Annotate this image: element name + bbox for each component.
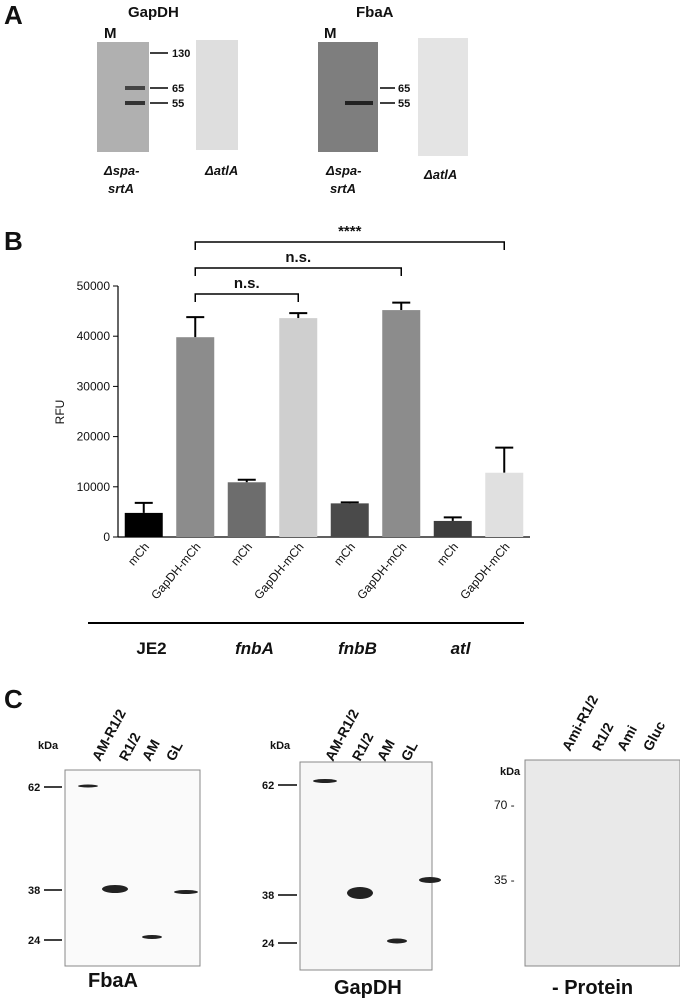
bands — [78, 779, 441, 944]
strain: Δspa- — [325, 163, 361, 178]
marker: 62 — [262, 780, 274, 792]
blot-image — [318, 42, 378, 152]
lane-label: R1/2 — [116, 730, 144, 764]
bar — [382, 310, 421, 537]
x-tick-label: GapDH-mCh — [148, 540, 203, 602]
blot-image — [418, 38, 468, 156]
marker: 35 - — [494, 873, 515, 887]
lane-label: Gluc — [640, 718, 669, 753]
bar — [124, 512, 163, 537]
marker: 24 — [262, 938, 275, 950]
blot-image — [64, 769, 201, 967]
x-tick-label: GapDH-mCh — [251, 540, 306, 602]
blot-name: GapDH — [334, 977, 402, 999]
blot-title: GapDH — [128, 4, 179, 21]
significance-label: n.s. — [234, 275, 260, 292]
lane-label: Ami — [614, 723, 641, 754]
bar — [433, 520, 472, 537]
strain: ΔatlA — [423, 167, 457, 182]
y-tick-label: 20000 — [77, 430, 111, 444]
unit: kDa — [500, 766, 521, 778]
significance-label: **** — [338, 223, 362, 240]
blot-image — [196, 40, 238, 150]
blot-image — [299, 761, 433, 971]
marker: 65 — [172, 83, 184, 95]
marker: 55 — [172, 98, 184, 110]
marker: 65 — [398, 83, 410, 95]
marker: 62 — [28, 782, 40, 794]
bar — [330, 503, 369, 537]
marker: 55 — [398, 98, 410, 110]
marker: 24 — [28, 935, 41, 947]
y-tick-label: 40000 — [77, 329, 111, 343]
lane-label: R1/2 — [349, 730, 377, 764]
bar — [485, 472, 524, 537]
marker: 130 — [172, 48, 190, 60]
bar — [279, 318, 318, 537]
lane-label: GL — [398, 738, 421, 763]
y-axis-label: RFU — [53, 400, 67, 425]
marker: 38 — [262, 890, 274, 902]
y-tick-label: 30000 — [77, 379, 111, 393]
blot-title: FbaA — [356, 4, 394, 21]
strain: Δspa- — [103, 163, 139, 178]
significance-label: n.s. — [285, 249, 311, 266]
y-tick-label: 0 — [103, 530, 110, 544]
significance-bracket — [194, 293, 299, 302]
marker-lane: M — [104, 25, 117, 42]
group-label: atl — [451, 639, 472, 658]
blot-name: - Protein — [552, 977, 633, 999]
x-tick-label: mCh — [331, 540, 358, 568]
bar — [227, 482, 266, 537]
marker-lane: M — [324, 25, 337, 42]
blot-image — [97, 42, 149, 152]
arrows — [150, 52, 395, 104]
lane-label: AM — [139, 737, 163, 764]
blot-name: FbaA — [88, 970, 138, 992]
group-label: JE2 — [136, 639, 166, 658]
strain: srtA — [108, 181, 134, 196]
lane-label: R1/2 — [589, 720, 617, 754]
significance-bracket — [194, 267, 402, 276]
y-tick-label: 10000 — [77, 480, 111, 494]
lane-label: GL — [163, 738, 186, 763]
band — [125, 101, 145, 105]
arrows — [44, 784, 297, 944]
marker: 70 - — [494, 798, 515, 812]
x-tick-label: mCh — [434, 540, 461, 568]
strain: ΔatlA — [204, 163, 238, 178]
panel-label: A — [4, 0, 23, 30]
x-tick-label: GapDH-mCh — [354, 540, 409, 602]
significance-bracket — [194, 241, 505, 250]
y-tick-label: 50000 — [77, 279, 111, 293]
bar — [176, 337, 215, 537]
group-label: fnbB — [338, 639, 377, 658]
band — [125, 86, 145, 90]
panel-label: B — [4, 226, 23, 256]
blot-image — [524, 759, 680, 967]
x-tick-label: mCh — [125, 540, 152, 568]
unit: kDa — [38, 740, 59, 752]
lane-label: AM — [374, 737, 398, 764]
marker: 38 — [28, 885, 40, 897]
x-tick-label: mCh — [228, 540, 255, 568]
group-label: fnbA — [235, 639, 274, 658]
unit: kDa — [270, 740, 291, 752]
x-tick-label: GapDH-mCh — [457, 540, 512, 602]
band — [345, 101, 373, 105]
panel-label: C — [4, 684, 23, 714]
strain: srtA — [330, 181, 356, 196]
